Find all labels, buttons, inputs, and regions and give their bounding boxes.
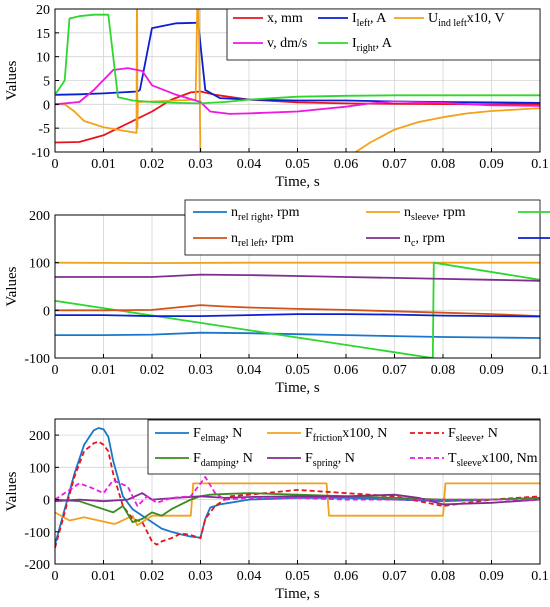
y-tick-label: -200 <box>24 558 50 573</box>
y-tick-label: 100 <box>29 461 50 476</box>
y-tick-label: 0 <box>43 98 50 113</box>
y-tick-label: -10 <box>31 146 50 161</box>
x-tick-label: 0.08 <box>431 363 456 378</box>
x-axis-label: Time, s <box>275 174 320 190</box>
x-tick-label: 0.09 <box>479 157 504 172</box>
legend-label: nsleeve, rpm <box>404 205 466 223</box>
x-tick-label: 0.07 <box>382 363 407 378</box>
y-tick-label: 10 <box>36 51 50 66</box>
x-tick-label: 0.05 <box>285 363 310 378</box>
x-tick-label: 0.04 <box>237 363 262 378</box>
y-tick-label: 100 <box>29 257 50 272</box>
x-tick-label: 0.01 <box>91 157 116 172</box>
legend-label: nrel left, rpm <box>231 231 294 249</box>
y-axis-label: Values <box>4 471 20 511</box>
x-tick-label: 0.05 <box>285 569 310 584</box>
x-axis-label: Time, s <box>275 586 320 602</box>
legend-label: Fspring, N <box>305 451 355 469</box>
series-line-3 <box>55 261 540 358</box>
series-line-3 <box>55 9 202 152</box>
legend-label: v, dm/s <box>267 36 307 51</box>
legend-box <box>184 199 541 256</box>
x-tick-label: 0.02 <box>140 157 165 172</box>
x-tick-label: 0 <box>52 363 59 378</box>
x-tick-label: 0.04 <box>237 569 262 584</box>
x-tick-label: 0.06 <box>334 569 359 584</box>
chart-panel-1: 0 0.01 0.02 0.03 0.04 0.05 0.06 0.07 0.08 0.09 0.1… <box>4 3 549 190</box>
y-tick-label: -100 <box>24 352 50 367</box>
legend-label: Uind leftx10, V <box>428 11 505 29</box>
series-line-3 <box>55 440 540 549</box>
y-tick-label: 200 <box>29 209 50 224</box>
legend-label: Fsleeve, N <box>448 426 498 444</box>
series-line-5 <box>55 67 540 115</box>
x-tick-label: 0.1 <box>531 363 549 378</box>
x-tick-label: 0.03 <box>188 569 213 584</box>
x-tick-label: 0.04 <box>237 157 262 172</box>
x-tick-label: 0.03 <box>188 157 213 172</box>
x-tick-label: 0.05 <box>285 157 310 172</box>
legend-label: Ffrictionx100, N <box>305 426 387 444</box>
y-tick-label: -5 <box>38 122 50 137</box>
legend-label: Ileft, A <box>352 11 387 29</box>
series-line-6 <box>55 476 540 507</box>
x-tick-label: 0.08 <box>431 157 456 172</box>
x-tick-label: 0.02 <box>140 569 165 584</box>
legend: Felmag, N Ffrictionx100, N Fsleeve, N Fdamp… <box>147 419 541 475</box>
series-line-1 <box>55 331 540 339</box>
legend-box <box>226 8 541 61</box>
x-axis-label: Time, s <box>275 380 320 396</box>
x-tick-label: 0.1 <box>531 157 549 172</box>
x-tick-label: 0 <box>52 157 59 172</box>
legend-label: Felmag, N <box>193 426 242 444</box>
y-tick-label: 20 <box>36 3 50 18</box>
series-line-5 <box>55 273 540 282</box>
x-tick-label: 0.08 <box>431 569 456 584</box>
legend-label: nrel right, rpm <box>231 205 300 223</box>
legend-label: Iright, A <box>352 36 393 54</box>
legend-label: x, mm <box>267 11 303 26</box>
x-tick-label: 0.01 <box>91 363 116 378</box>
y-tick-label: 15 <box>36 27 50 42</box>
y-tick-label: -100 <box>24 526 50 541</box>
x-tick-label: 0.06 <box>334 157 359 172</box>
x-tick-label: 0.03 <box>188 363 213 378</box>
x-tick-label: 0.06 <box>334 363 359 378</box>
chart-panel-2: 0 0.01 0.02 0.03 0.04 0.05 0.06 0.07 0.08 0.09 0.1… <box>4 199 550 396</box>
x-tick-label: 0.07 <box>382 569 407 584</box>
legend-label: Fdamping, N <box>193 451 253 469</box>
y-axis-label: Values <box>4 60 20 100</box>
x-tick-label: 0.07 <box>382 157 407 172</box>
series-line-6 <box>55 313 540 318</box>
legend-label: nc, rpm <box>404 231 445 249</box>
legend-box <box>147 419 541 475</box>
x-tick-label: 0.02 <box>140 363 165 378</box>
x-tick-label: 0.1 <box>531 569 549 584</box>
series-line-4 <box>355 107 540 152</box>
chart-panel-3: 0 0.01 0.02 0.03 0.04 0.05 0.06 0.07 0.08 0.09 0.1… <box>4 418 549 602</box>
series-group <box>55 427 540 549</box>
y-tick-label: 200 <box>29 429 50 444</box>
legend: x, mm Ileft, A Uind leftx10, V v, dm/s Irigh… <box>226 8 541 61</box>
series-line-4 <box>55 492 540 523</box>
series-line-6 <box>55 13 540 105</box>
series-line-2 <box>55 482 540 527</box>
x-tick-label: 0 <box>52 569 59 584</box>
series-group <box>55 9 540 152</box>
x-tick-label: 0.01 <box>91 569 116 584</box>
legend-label: Tsleevex100, Nm <box>448 451 538 469</box>
y-axis-label: Values <box>4 266 20 306</box>
x-tick-label: 0.09 <box>479 569 504 584</box>
x-tick-label: 0.09 <box>479 363 504 378</box>
series-line-4 <box>55 304 540 317</box>
y-tick-label: 5 <box>43 75 50 90</box>
y-tick-label: 0 <box>43 304 50 319</box>
y-tick-label: 0 <box>43 494 50 509</box>
series-group <box>55 261 540 358</box>
